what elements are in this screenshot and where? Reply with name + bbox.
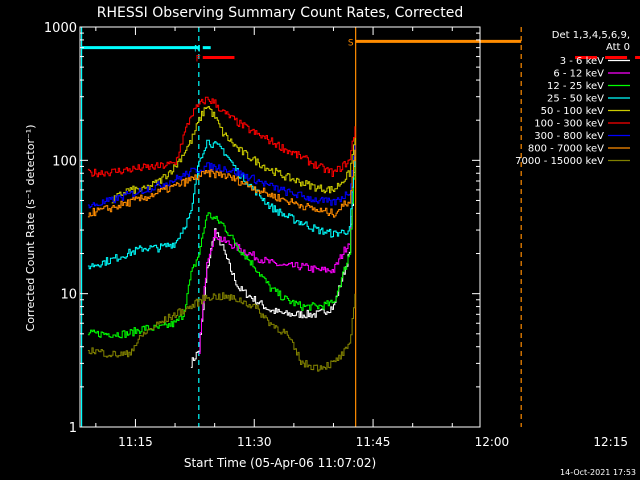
legend: Det 1,3,4,5,6,9,Att 03 - 6 keV 6 - 12 keV… bbox=[515, 30, 630, 167]
series-line-3-0 bbox=[87, 139, 356, 270]
legend-header-1: Att 0 bbox=[606, 42, 630, 53]
flag-label-1: N bbox=[194, 45, 201, 55]
series-line-0-0 bbox=[190, 149, 356, 368]
legend-label-0: 3 - 6 keV bbox=[560, 56, 604, 67]
legend-label-8: 7000 - 15000 keV bbox=[515, 156, 604, 167]
flag-label-3: S bbox=[348, 38, 354, 48]
series-line-2-0 bbox=[87, 149, 356, 339]
plot-frame bbox=[79, 26, 481, 428]
x-tick-label-3: 12:00 bbox=[475, 435, 510, 449]
legend-label-1: 6 - 12 keV bbox=[553, 69, 604, 80]
flag-label-2: F bbox=[196, 55, 201, 65]
timestamp: 14-Oct-2021 17:53 bbox=[560, 468, 636, 477]
series-line-4-0 bbox=[111, 106, 356, 204]
chart-title: RHESSI Observing Summary Count Rates, Co… bbox=[97, 5, 463, 21]
legend-header-0: Det 1,3,4,5,6,9, bbox=[552, 30, 630, 41]
x-axis-label: Start Time (05-Apr-06 11:07:02) bbox=[184, 456, 376, 470]
legend-label-6: 300 - 800 keV bbox=[534, 131, 604, 142]
series-line-6-0 bbox=[87, 145, 356, 209]
legend-label-5: 100 - 300 keV bbox=[534, 119, 604, 130]
legend-label-4: 50 - 100 keV bbox=[541, 106, 605, 117]
x-tick-label-2: 11:45 bbox=[356, 435, 391, 449]
legend-label-3: 25 - 50 keV bbox=[547, 94, 604, 105]
legend-label-7: 800 - 7000 keV bbox=[528, 144, 604, 155]
y-tick-label-0: 1 bbox=[69, 421, 77, 436]
x-tick-label-1: 11:30 bbox=[237, 435, 272, 449]
series-line-7-0 bbox=[87, 149, 356, 218]
legend-label-2: 12 - 25 keV bbox=[547, 81, 604, 92]
y-axis-label: Corrected Count Rate (s⁻¹ detector⁻¹) bbox=[24, 125, 37, 332]
y-tick-label-2: 100 bbox=[52, 154, 77, 169]
y-tick-label-1: 10 bbox=[60, 288, 77, 303]
series-line-1-0 bbox=[198, 149, 356, 354]
series-line-8-0 bbox=[87, 292, 356, 372]
series-line-5-0 bbox=[87, 96, 356, 178]
plot-area: NFS11:1511:3011:4512:0012:1512:3012:4511… bbox=[44, 21, 640, 449]
x-tick-label-0: 11:15 bbox=[118, 435, 153, 449]
x-tick-label-4: 12:15 bbox=[593, 435, 628, 449]
y-tick-label-3: 1000 bbox=[44, 21, 77, 36]
